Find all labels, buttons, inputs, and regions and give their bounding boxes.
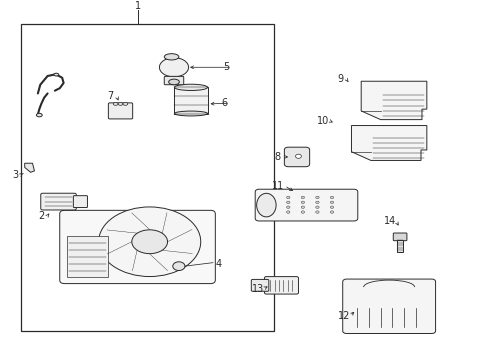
Ellipse shape [164, 54, 179, 60]
Text: 7: 7 [107, 91, 114, 101]
FancyBboxPatch shape [41, 193, 76, 210]
Ellipse shape [315, 206, 319, 208]
FancyBboxPatch shape [264, 276, 298, 294]
Text: 2: 2 [38, 211, 44, 221]
Ellipse shape [99, 207, 201, 276]
Ellipse shape [122, 103, 127, 105]
Ellipse shape [329, 196, 333, 199]
Ellipse shape [301, 206, 304, 208]
Ellipse shape [36, 113, 42, 117]
Text: 3: 3 [12, 170, 18, 180]
Ellipse shape [159, 58, 188, 77]
FancyBboxPatch shape [251, 279, 268, 291]
Ellipse shape [286, 211, 289, 213]
Ellipse shape [174, 111, 207, 116]
Ellipse shape [295, 154, 301, 158]
FancyBboxPatch shape [342, 279, 435, 333]
Text: 10: 10 [317, 116, 329, 126]
Text: 14: 14 [384, 216, 396, 226]
Ellipse shape [256, 193, 276, 217]
Ellipse shape [54, 73, 59, 76]
Bar [21, 24, 273, 331]
Ellipse shape [301, 211, 304, 213]
Text: 8: 8 [274, 152, 280, 162]
Text: 11: 11 [272, 181, 284, 190]
Ellipse shape [329, 206, 333, 208]
Ellipse shape [172, 262, 184, 270]
Ellipse shape [113, 103, 118, 105]
Polygon shape [361, 81, 426, 120]
Ellipse shape [329, 201, 333, 203]
Ellipse shape [286, 196, 289, 199]
FancyBboxPatch shape [164, 76, 183, 85]
FancyBboxPatch shape [73, 196, 87, 207]
Bar [67, 237, 108, 276]
FancyBboxPatch shape [60, 210, 215, 284]
FancyBboxPatch shape [255, 189, 357, 221]
Text: 5: 5 [223, 62, 229, 72]
Polygon shape [25, 163, 34, 172]
Text: 12: 12 [337, 311, 349, 321]
Ellipse shape [286, 206, 289, 208]
Text: 9: 9 [337, 75, 343, 85]
FancyBboxPatch shape [284, 147, 309, 167]
FancyBboxPatch shape [108, 103, 132, 119]
Ellipse shape [315, 201, 319, 203]
Text: 13: 13 [251, 284, 263, 294]
Bar [396, 240, 402, 252]
Ellipse shape [168, 79, 179, 85]
Ellipse shape [132, 230, 167, 254]
Ellipse shape [118, 103, 122, 105]
Text: 4: 4 [215, 260, 221, 269]
Ellipse shape [301, 196, 304, 199]
Ellipse shape [329, 211, 333, 213]
Ellipse shape [315, 196, 319, 199]
Ellipse shape [174, 84, 207, 90]
FancyBboxPatch shape [392, 233, 406, 241]
Polygon shape [351, 126, 426, 161]
Text: 1: 1 [134, 0, 141, 10]
Ellipse shape [315, 211, 319, 213]
Ellipse shape [301, 201, 304, 203]
Bar [174, 87, 207, 113]
Text: 6: 6 [221, 98, 227, 108]
Ellipse shape [286, 201, 289, 203]
